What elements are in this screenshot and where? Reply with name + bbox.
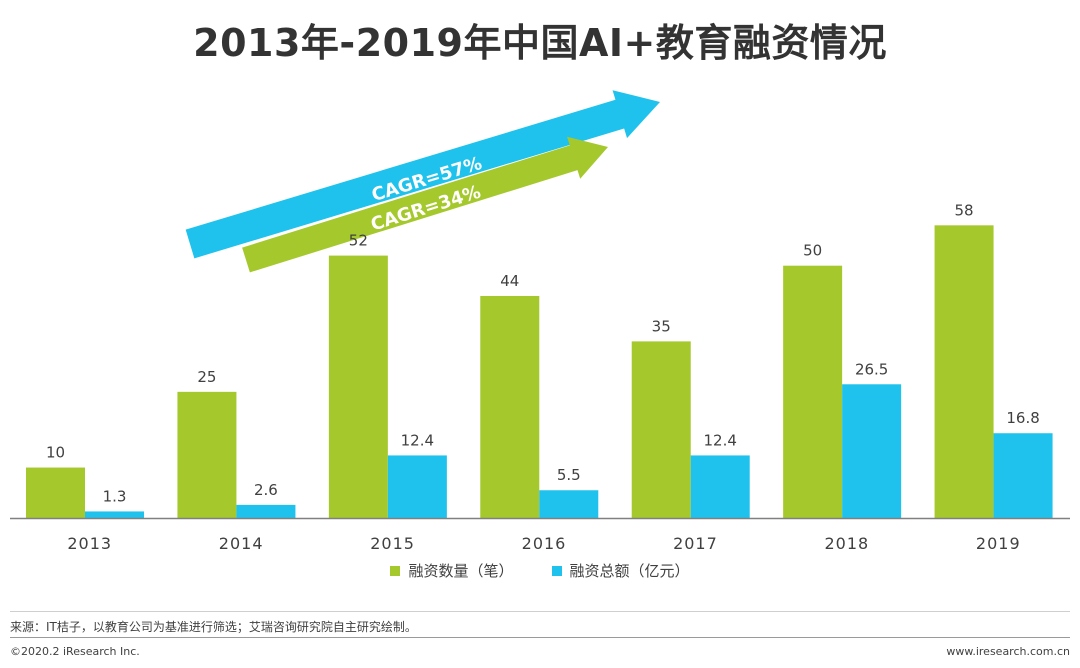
bar-count-2016 — [480, 295, 540, 518]
bar-amount-2015 — [387, 455, 447, 518]
legend: 融资数量（笔） 融资总额（亿元） — [0, 560, 1080, 581]
x-tick-label-2016: 2016 — [522, 534, 567, 553]
value-label-count-2016: 44 — [500, 272, 519, 290]
bar-count-2019 — [934, 225, 994, 519]
bar-count-2018 — [783, 265, 843, 518]
bar-amount-2017 — [690, 455, 750, 518]
legend-swatch-amount — [551, 565, 562, 576]
value-label-amount-2017: 12.4 — [704, 431, 737, 449]
chart-title: 2013年-2019年中国AI+教育融资情况 — [193, 21, 887, 65]
value-label-amount-2019: 16.8 — [1006, 409, 1039, 427]
copyright: ©2020.2 iResearch Inc. — [10, 645, 140, 658]
x-tick-label-2019: 2019 — [976, 534, 1021, 553]
value-label-count-2019: 58 — [955, 201, 974, 219]
value-label-count-2018: 50 — [803, 242, 822, 260]
bar-amount-2019 — [993, 433, 1053, 518]
legend-swatch-count — [390, 565, 401, 576]
x-tick-label-2015: 2015 — [370, 534, 415, 553]
value-label-count-2015: 52 — [349, 232, 368, 250]
value-label-count-2014: 25 — [197, 368, 216, 386]
legend-label-count: 融资数量（笔） — [408, 562, 514, 580]
bar-count-2014 — [177, 391, 237, 518]
value-label-amount-2016: 5.5 — [557, 466, 581, 484]
source-note: 来源：IT桔子，以教育公司为基准进行筛选；艾瑞咨询研究院自主研究绘制。 — [10, 620, 417, 634]
value-label-count-2017: 35 — [652, 317, 671, 335]
value-label-amount-2013: 1.3 — [103, 487, 127, 505]
legend-item-amount: 融资总额（亿元） — [551, 560, 690, 581]
x-tick-label-2017: 2017 — [673, 534, 718, 553]
cagr-arrow-count — [242, 136, 608, 273]
footer-divider-top — [10, 611, 1070, 612]
website-link[interactable]: www.iresearch.com.cn — [946, 645, 1070, 658]
bar-amount-2013 — [85, 511, 144, 518]
legend-label-amount: 融资总额（亿元） — [569, 562, 690, 580]
value-label-amount-2014: 2.6 — [254, 481, 278, 499]
value-label-amount-2015: 12.4 — [401, 431, 434, 449]
legend-item-count: 融资数量（笔） — [390, 560, 514, 581]
cagr-arrow-amount — [185, 90, 661, 259]
bar-amount-2016 — [539, 490, 599, 518]
value-label-amount-2018: 26.5 — [855, 360, 888, 378]
footer-divider-bottom — [10, 637, 1070, 638]
x-tick-label-2018: 2018 — [824, 534, 869, 553]
bar-amount-2018 — [842, 384, 902, 518]
x-tick-label-2013: 2013 — [67, 534, 112, 553]
x-tick-label-2014: 2014 — [219, 534, 264, 553]
bar-count-2017 — [631, 341, 691, 518]
value-label-count-2013: 10 — [46, 444, 65, 462]
bar-count-2015 — [328, 255, 388, 518]
bar-count-2013 — [26, 467, 85, 518]
bar-amount-2014 — [236, 504, 296, 518]
